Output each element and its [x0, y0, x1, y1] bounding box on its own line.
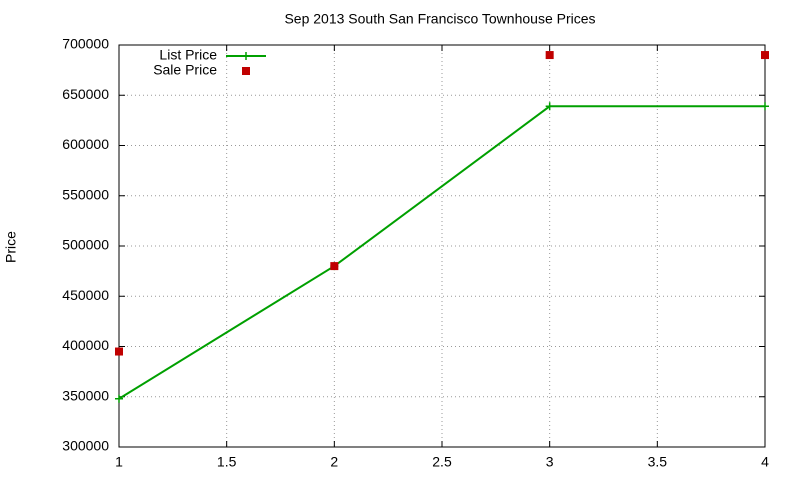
legend-label: List Price — [159, 47, 217, 63]
chart-title: Sep 2013 South San Francisco Townhouse P… — [284, 11, 595, 27]
point — [330, 262, 339, 271]
x-tick-label: 3 — [546, 454, 554, 470]
series-line — [118, 105, 765, 400]
x-tick-label: 1.5 — [217, 454, 237, 470]
y-tick-label: 500000 — [62, 237, 109, 253]
y-tick-label: 650000 — [62, 86, 109, 102]
x-tick-label: 1 — [115, 454, 123, 470]
point — [545, 102, 554, 111]
legend-label: Sale Price — [153, 62, 217, 78]
y-tick-label: 350000 — [62, 387, 109, 403]
y-tick-label: 400000 — [62, 337, 109, 353]
y-tick-label: 600000 — [62, 136, 109, 152]
point — [115, 347, 123, 356]
point — [761, 51, 769, 60]
x-tick-label: 3.5 — [648, 454, 668, 470]
point — [115, 394, 123, 403]
y-tick-label: 450000 — [62, 287, 109, 303]
x-tick-label: 2.5 — [432, 454, 452, 470]
legend-marker — [242, 52, 250, 60]
point — [761, 102, 769, 111]
y-tick-label: 550000 — [62, 186, 109, 202]
y-tick-label: 700000 — [62, 36, 109, 52]
legend-marker — [242, 67, 250, 75]
plot-border — [118, 44, 766, 448]
y-axis-label: Price — [3, 231, 19, 263]
y-tick-label: 300000 — [62, 438, 109, 454]
x-tick-label: 4 — [761, 454, 769, 470]
x-tick-label: 2 — [330, 454, 338, 470]
point — [545, 51, 554, 60]
